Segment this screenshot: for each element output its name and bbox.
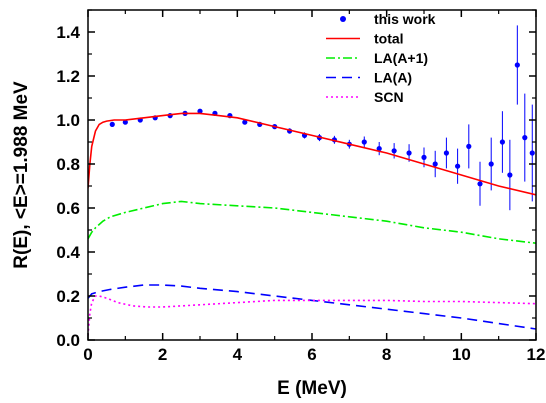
x-axis-title: E (MeV) — [277, 378, 347, 399]
series-line — [88, 284, 536, 330]
data-point — [197, 108, 203, 114]
y-tick-label: 0.4 — [56, 243, 80, 262]
data-point — [488, 161, 494, 167]
series-this-work — [109, 25, 535, 211]
plot-frame — [87, 9, 537, 341]
y-axis-title: R(E), <E>=1.988 MeV — [11, 81, 32, 269]
data-point — [109, 121, 115, 127]
x-tick-label: 2 — [158, 345, 167, 364]
y-tick-label: 1.2 — [56, 67, 80, 86]
data-point — [529, 150, 535, 156]
x-tick-label: 10 — [452, 345, 471, 364]
y-tick-label: 1.0 — [56, 111, 80, 130]
legend-item: total — [326, 31, 404, 47]
x-tick-label: 6 — [307, 345, 316, 364]
data-point — [499, 139, 505, 145]
series-line — [88, 112, 536, 196]
data-point — [406, 150, 412, 156]
data-point — [432, 161, 438, 167]
legend-item: this work — [340, 11, 436, 27]
data-point — [242, 119, 248, 125]
x-tick-label: 8 — [382, 345, 391, 364]
series-line — [88, 295, 536, 336]
legend-label: this work — [374, 11, 436, 27]
series-line — [88, 200, 536, 244]
y-tick-label: 1.4 — [56, 23, 80, 42]
legend-item: LA(A) — [326, 70, 412, 86]
data-point — [522, 135, 528, 141]
legend-label: SCN — [374, 89, 404, 105]
data-point — [466, 143, 472, 149]
legend-item: SCN — [326, 89, 404, 105]
legend-item: LA(A+1) — [326, 50, 428, 66]
legend-label: total — [374, 31, 404, 47]
y-tick-label: 0.0 — [56, 331, 80, 350]
data-point — [421, 154, 427, 160]
legend-label: LA(A) — [374, 70, 412, 86]
axes: 0 2 4 6 8 10 12 0.0 0.2 0.4 0.6 0.8 1.0 1.2 1.4 — [56, 9, 546, 364]
x-tick-label: 4 — [233, 345, 243, 364]
series-la-a- — [88, 284, 536, 330]
data-point — [455, 163, 461, 169]
data-point — [376, 146, 382, 152]
series-total — [88, 112, 536, 196]
data-point — [477, 181, 483, 187]
series-la-a-1- — [88, 200, 536, 244]
data-point — [361, 139, 367, 145]
data-point — [391, 148, 397, 154]
data-point — [514, 62, 520, 68]
data-point — [122, 119, 128, 125]
data-point — [443, 150, 449, 156]
data-point — [507, 172, 513, 178]
legend: this work total LA(A+1) LA(A) SCN — [326, 11, 436, 105]
legend-label: LA(A+1) — [374, 50, 428, 66]
y-tick-label: 0.8 — [56, 155, 80, 174]
x-tick-label: 0 — [83, 345, 92, 364]
y-tick-label: 0.2 — [56, 287, 80, 306]
y-tick-label: 0.6 — [56, 199, 80, 218]
x-tick-label: 12 — [527, 345, 546, 364]
legend-swatch — [340, 16, 346, 22]
series-layer — [88, 25, 536, 336]
series-scn — [88, 295, 536, 336]
